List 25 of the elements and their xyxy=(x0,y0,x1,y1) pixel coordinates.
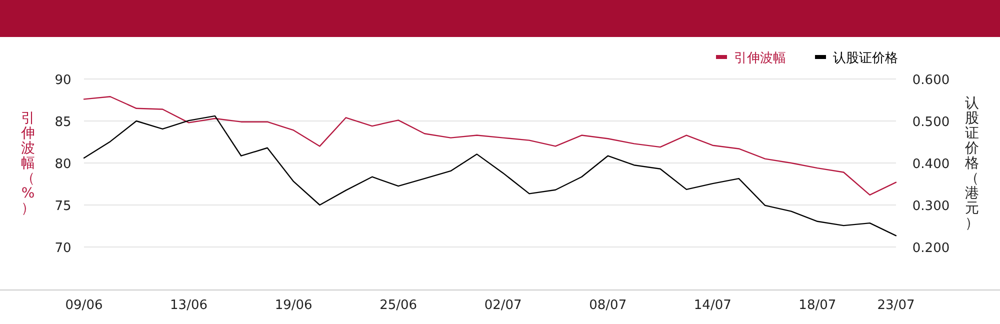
y-tick-label: 90 xyxy=(54,73,72,88)
legend-label: 认股证价格 xyxy=(833,51,898,66)
y-tick-label: 80 xyxy=(54,157,72,172)
y-tick-label: 70 xyxy=(54,241,72,256)
text: 认股证价格（港元） xyxy=(965,96,979,232)
legend-label: 引伸波幅 xyxy=(734,51,786,66)
y-tick-label: 75 xyxy=(54,199,72,214)
x-tick-label: 19/06 xyxy=(274,298,312,313)
y2-tick-label: 0.600 xyxy=(912,73,950,88)
x-tick-label: 09/06 xyxy=(65,298,103,313)
y2-tick-label: 0.400 xyxy=(912,157,950,172)
y2-tick-label: 0.500 xyxy=(912,115,950,130)
line-series xyxy=(83,115,897,236)
x-tick-label: 14/07 xyxy=(694,298,732,313)
x-tick-label: 23/07 xyxy=(877,298,915,313)
y-tick-label: 85 xyxy=(54,115,72,130)
x-tick-label: 02/07 xyxy=(484,298,522,313)
line-series xyxy=(83,96,897,196)
x-tick-label: 25/06 xyxy=(380,298,418,313)
x-tick-label: 08/07 xyxy=(589,298,627,313)
x-tick-label: 13/06 xyxy=(170,298,208,313)
y2-tick-label: 0.300 xyxy=(912,199,950,214)
y2-tick-label: 0.200 xyxy=(912,241,950,256)
y-axis-title: 引伸波幅（%） xyxy=(20,110,35,216)
x-tick-label: 18/07 xyxy=(798,298,836,313)
